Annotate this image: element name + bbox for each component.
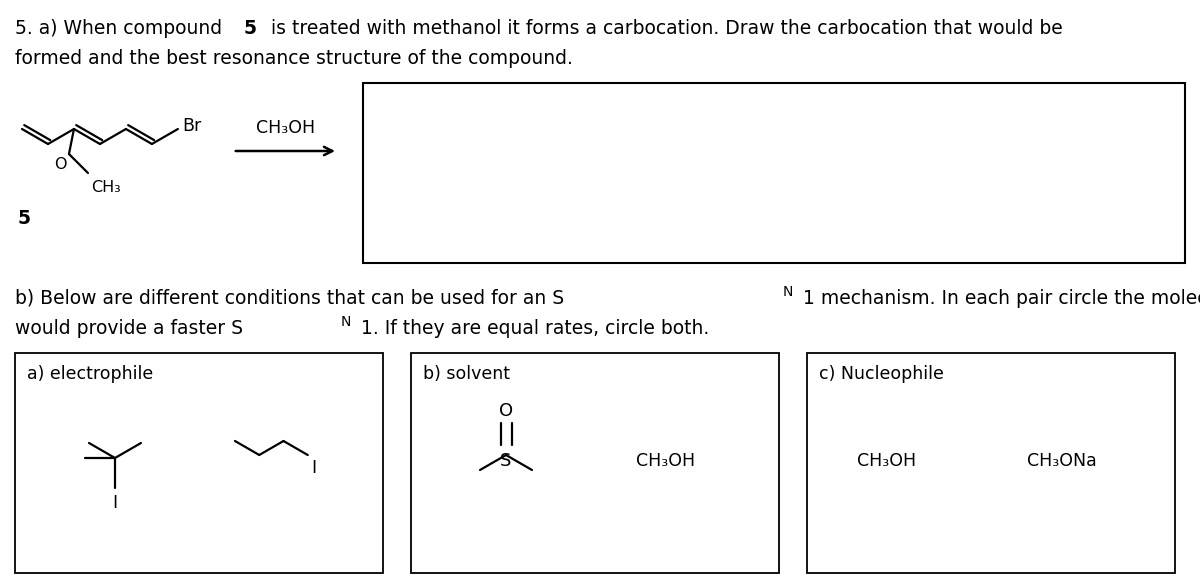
Text: b) Below are different conditions that can be used for an S: b) Below are different conditions that c… [14,289,564,308]
Text: a) electrophile: a) electrophile [28,365,154,383]
Text: 5. a) When compound: 5. a) When compound [14,19,228,38]
Text: c) Nucleophile: c) Nucleophile [818,365,944,383]
Text: O: O [499,402,514,420]
Bar [808,353,1175,573]
Text: CH₃ONa: CH₃ONa [1027,452,1097,470]
Text: 1. If they are equal rates, circle both.: 1. If they are equal rates, circle both. [361,319,709,338]
Text: 1 mechanism. In each pair circle the molecule that: 1 mechanism. In each pair circle the mol… [803,289,1200,308]
Text: CH₃OH: CH₃OH [858,452,917,470]
Text: b) solvent: b) solvent [424,365,510,383]
Bar [14,353,383,573]
Bar [412,353,779,573]
Text: S: S [500,452,511,470]
Text: I: I [113,494,118,512]
Text: 5: 5 [244,19,257,38]
Text: CH₃: CH₃ [91,180,121,195]
Text: would provide a faster S: would provide a faster S [14,319,242,338]
Text: CH₃OH: CH₃OH [636,452,696,470]
Text: O: O [54,157,67,172]
Text: is treated with methanol it forms a carbocation. Draw the carbocation that would: is treated with methanol it forms a carb… [265,19,1063,38]
Text: 5: 5 [18,209,31,228]
Text: I: I [312,459,317,477]
Bar [362,83,1186,263]
Text: CH₃OH: CH₃OH [256,119,314,137]
Text: formed and the best resonance structure of the compound.: formed and the best resonance structure … [14,49,572,68]
Text: N: N [341,315,352,329]
Text: N: N [784,285,793,299]
Text: Br: Br [182,117,202,135]
